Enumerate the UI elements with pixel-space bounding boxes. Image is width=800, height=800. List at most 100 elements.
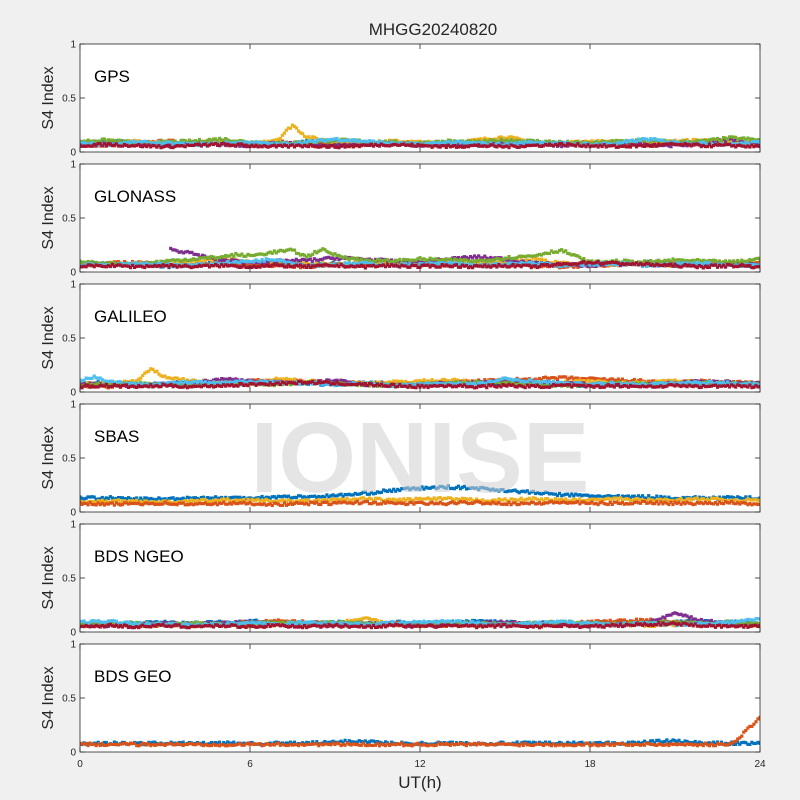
data-point bbox=[151, 264, 155, 269]
data-point bbox=[639, 262, 643, 266]
data-point bbox=[312, 257, 316, 261]
data-point bbox=[165, 263, 169, 268]
data-point bbox=[371, 263, 376, 267]
data-point bbox=[460, 257, 465, 262]
data-point bbox=[384, 262, 388, 266]
data-point bbox=[193, 264, 197, 269]
data-point bbox=[242, 143, 246, 148]
data-point bbox=[163, 144, 167, 148]
data-point bbox=[258, 260, 262, 264]
data-point bbox=[321, 247, 325, 251]
data-point bbox=[347, 265, 351, 269]
data-point bbox=[347, 261, 351, 265]
data-point bbox=[216, 139, 220, 143]
data-point bbox=[481, 140, 485, 145]
data-point bbox=[406, 258, 410, 262]
data-point bbox=[199, 264, 203, 268]
data-point bbox=[379, 262, 384, 266]
data-point bbox=[88, 139, 92, 143]
data-point bbox=[159, 264, 163, 268]
data-point bbox=[582, 263, 586, 267]
data-point bbox=[309, 136, 313, 141]
data-point bbox=[728, 259, 732, 263]
data-point bbox=[653, 144, 657, 148]
data-point bbox=[713, 140, 718, 144]
data-point bbox=[584, 139, 588, 143]
data-point bbox=[163, 264, 167, 268]
data-point bbox=[238, 253, 242, 258]
data-point bbox=[270, 141, 274, 145]
data-point bbox=[127, 261, 131, 265]
data-point bbox=[722, 263, 726, 267]
data-point bbox=[454, 256, 458, 260]
data-point bbox=[434, 259, 438, 263]
data-point bbox=[620, 140, 624, 145]
data-point bbox=[746, 259, 750, 263]
data-point bbox=[639, 139, 643, 143]
data-point bbox=[632, 143, 637, 147]
data-point bbox=[114, 263, 118, 268]
data-point bbox=[525, 258, 529, 262]
data-point bbox=[653, 260, 657, 264]
data-point bbox=[689, 142, 693, 146]
data-point bbox=[444, 142, 448, 146]
data-point bbox=[90, 263, 94, 268]
data-point bbox=[246, 141, 250, 146]
data-point bbox=[382, 259, 386, 263]
data-point bbox=[226, 138, 230, 142]
data-point bbox=[580, 140, 584, 144]
data-point bbox=[717, 259, 722, 263]
data-point bbox=[697, 261, 701, 265]
data-point bbox=[434, 142, 438, 146]
data-point bbox=[722, 260, 726, 264]
data-point bbox=[570, 263, 574, 267]
data-point bbox=[108, 264, 112, 268]
data-point bbox=[742, 264, 746, 268]
data-point bbox=[310, 259, 314, 263]
y-tick-label: 0.5 bbox=[62, 214, 76, 225]
data-point bbox=[220, 263, 224, 267]
data-point bbox=[191, 257, 195, 261]
data-point bbox=[442, 258, 446, 262]
data-point bbox=[337, 265, 341, 269]
data-point bbox=[691, 261, 695, 266]
data-point bbox=[248, 253, 252, 257]
data-point bbox=[541, 144, 546, 148]
data-point bbox=[379, 140, 384, 144]
data-point bbox=[717, 138, 722, 142]
data-point bbox=[122, 260, 127, 264]
data-point bbox=[307, 145, 311, 149]
data-point bbox=[746, 263, 750, 268]
data-point bbox=[728, 141, 732, 145]
data-point bbox=[232, 139, 236, 143]
data-point bbox=[588, 145, 592, 149]
data-point bbox=[424, 260, 428, 264]
data-point bbox=[564, 249, 568, 253]
data-point bbox=[143, 265, 147, 270]
data-point bbox=[345, 138, 349, 142]
data-point bbox=[189, 143, 193, 147]
data-point bbox=[86, 144, 90, 148]
data-point bbox=[436, 141, 440, 145]
data-point bbox=[701, 263, 705, 267]
data-point bbox=[317, 138, 321, 142]
data-point bbox=[446, 140, 450, 144]
data-point bbox=[408, 143, 412, 147]
data-point bbox=[430, 141, 434, 145]
data-point bbox=[637, 137, 641, 141]
data-point bbox=[299, 253, 303, 257]
data-point bbox=[343, 255, 347, 259]
data-point bbox=[736, 265, 740, 269]
data-point bbox=[169, 143, 173, 147]
data-point bbox=[248, 260, 252, 264]
data-point bbox=[408, 258, 412, 263]
data-point bbox=[317, 143, 321, 147]
data-point bbox=[230, 139, 234, 144]
data-point bbox=[288, 143, 293, 147]
data-point bbox=[256, 145, 260, 149]
data-point bbox=[410, 263, 414, 267]
data-point bbox=[226, 140, 230, 144]
data-point bbox=[744, 145, 748, 149]
data-point bbox=[505, 258, 509, 262]
data-point bbox=[232, 258, 236, 262]
